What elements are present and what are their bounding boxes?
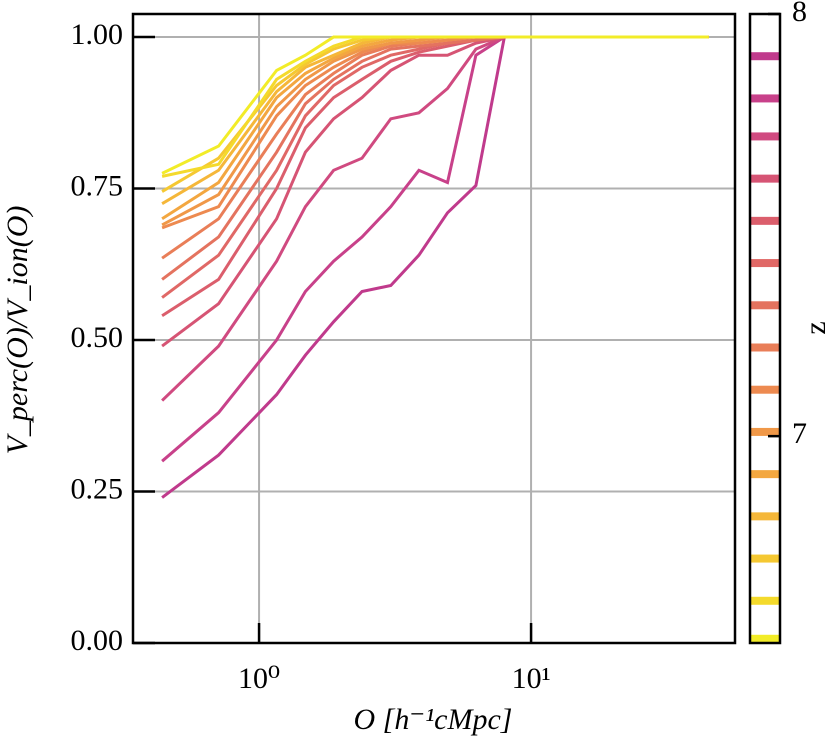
line [161,35,709,227]
line [161,35,709,463]
colorbar-stripe [750,343,780,352]
colorbar-stripe [750,259,780,268]
colorbar-stripe [750,301,780,310]
colorbar-tick-label: 7 [792,417,807,450]
y-tick-label: 1.00 [71,18,124,51]
colorbar-stripe [750,52,780,61]
line [161,35,709,348]
colorbar-stripe [750,470,780,479]
colorbar-stripe [750,132,780,141]
plot-frame [131,12,737,645]
colorbar-stripe [750,427,780,436]
y-tick-label: 0.50 [71,321,124,354]
x-tick-label: 10¹ [512,662,551,695]
line [161,35,709,175]
colorbar-tick-label: 8 [792,0,807,28]
colorbar-stripe [750,634,780,643]
colorbar-label: z [799,321,830,334]
colorbar-stripe [750,174,780,183]
y-tick-label: 0.00 [71,624,124,657]
y-tick-label: 0.75 [71,169,124,202]
colorbar-frame [748,12,782,645]
x-axis-label: O [h⁻¹cMpc] [354,703,513,736]
y-axis-label: V_perc(O)/V_ion(O) [1,206,34,455]
colorbar-stripe [750,554,780,563]
colorbar-stripe [750,216,780,225]
colorbar-stripe [750,512,780,521]
colorbar-stripe [750,596,780,605]
x-tick-label: 10⁰ [238,662,280,695]
line [161,35,709,499]
colorbar-stripe [750,385,780,394]
line [161,35,709,402]
y-tick-label: 0.25 [71,472,124,505]
colorbar-stripe [750,94,780,103]
line [161,35,709,281]
